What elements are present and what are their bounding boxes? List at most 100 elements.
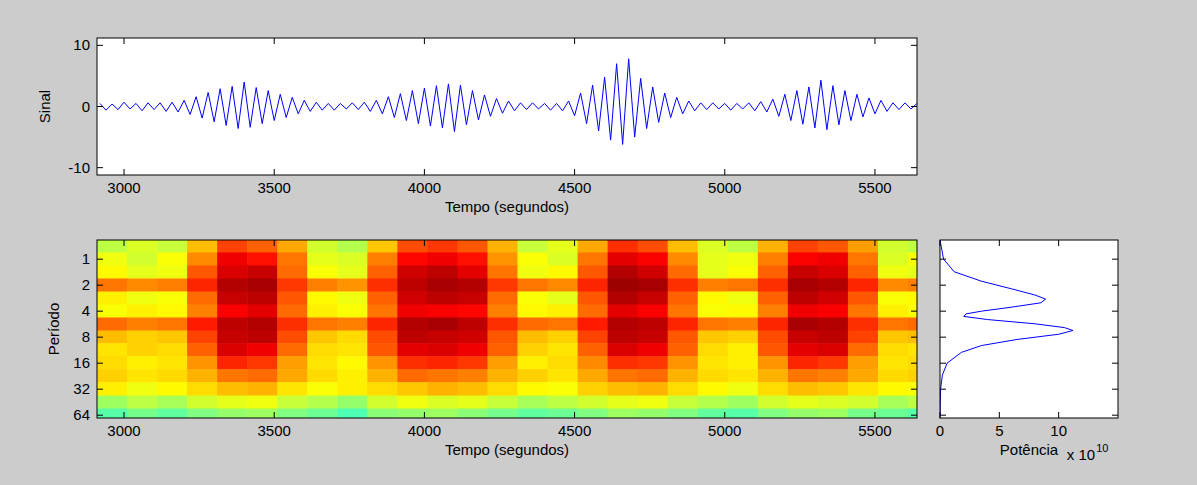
heat-cell	[818, 369, 849, 383]
heat-cell	[457, 252, 488, 266]
heat-cell	[668, 330, 699, 343]
heat-cell	[367, 278, 398, 292]
y-tick	[97, 311, 103, 312]
y-tick	[911, 285, 917, 286]
heat-cell	[908, 278, 917, 292]
heat-cell	[668, 240, 699, 253]
x-axis-title: Tempo (segundos)	[445, 198, 569, 215]
heat-cell	[518, 252, 549, 266]
heat-cell	[758, 356, 789, 370]
heat-cell	[878, 278, 909, 292]
x-tick	[724, 240, 725, 246]
heat-cell	[337, 304, 368, 318]
x-tick	[874, 169, 875, 175]
heat-cell	[548, 278, 579, 292]
y-tick	[97, 363, 103, 364]
heat-cell	[908, 343, 917, 357]
x-tick	[274, 169, 275, 175]
background	[0, 0, 1197, 485]
y-tick	[940, 415, 946, 416]
heat-cell	[157, 304, 188, 318]
heat-cell	[548, 409, 579, 418]
heat-cell	[397, 317, 428, 331]
heat-cell	[638, 409, 669, 418]
heat-cell	[217, 396, 248, 410]
y-tick	[97, 389, 103, 390]
heat-cell	[397, 330, 428, 343]
heat-cell	[157, 252, 188, 266]
heat-cell	[457, 304, 488, 318]
y-tick	[940, 285, 946, 286]
heat-cell	[578, 240, 609, 253]
heat-cell	[548, 382, 579, 396]
heat-cell	[848, 240, 879, 253]
heat-cell	[518, 317, 549, 331]
heat-cell	[908, 317, 917, 331]
heat-cell	[668, 382, 699, 396]
heat-cell	[247, 343, 278, 357]
heat-cell	[728, 291, 759, 305]
heat-cell	[608, 240, 639, 253]
heat-cell	[698, 382, 729, 396]
heat-cell	[97, 278, 128, 292]
heat-cell	[457, 356, 488, 370]
heat-cell	[457, 240, 488, 253]
heat-cell	[518, 291, 549, 305]
heat-cell	[878, 369, 909, 383]
heat-cell	[157, 330, 188, 343]
heat-cell	[457, 343, 488, 357]
heat-cell	[878, 265, 909, 279]
heat-cell	[427, 356, 458, 370]
heat-cell	[548, 252, 579, 266]
heat-cell	[487, 369, 518, 383]
heat-cell	[818, 252, 849, 266]
panel-2: 0510Potênciax 1010	[936, 240, 1118, 463]
heat-cell	[217, 304, 248, 318]
heat-cell	[427, 304, 458, 318]
heat-cell	[788, 291, 819, 305]
heat-cell	[608, 252, 639, 266]
heat-cell	[367, 317, 398, 331]
heat-cell	[187, 291, 218, 305]
heat-cell	[457, 265, 488, 279]
heat-cell	[608, 396, 639, 410]
y-tick	[1112, 311, 1118, 312]
heat-cell	[457, 409, 488, 418]
heat-cell	[307, 369, 338, 383]
y-tick-label: 8	[82, 328, 90, 345]
heat-cell	[548, 291, 579, 305]
x-tick-label: 3500	[258, 179, 291, 196]
heat-cell	[97, 369, 128, 383]
plot-area	[97, 240, 917, 418]
heat-cell	[97, 240, 128, 253]
heat-cell	[97, 356, 128, 370]
heat-cell	[397, 252, 428, 266]
panel-1: 3000350040004500500055001248163264Tempo …	[45, 239, 939, 458]
heat-cell	[337, 317, 368, 331]
heat-cell	[548, 240, 579, 253]
heat-cell	[487, 291, 518, 305]
x-tick	[874, 240, 875, 246]
heat-cell	[307, 317, 338, 331]
heat-cell	[638, 240, 669, 253]
y-tick	[97, 106, 103, 107]
heat-cell	[217, 291, 248, 305]
heat-cell	[367, 369, 398, 383]
x-tick	[424, 240, 425, 246]
heat-cell	[127, 409, 158, 418]
heat-cell	[217, 330, 248, 343]
heat-cell	[668, 369, 699, 383]
heat-cell	[908, 356, 917, 370]
heat-cell	[97, 265, 128, 279]
heat-cell	[878, 382, 909, 396]
heat-cell	[908, 240, 917, 253]
heat-cell	[908, 265, 917, 279]
heat-cell	[698, 265, 729, 279]
heat-cell	[758, 396, 789, 410]
heat-cell	[608, 409, 639, 418]
heat-cell	[698, 304, 729, 318]
heat-cell	[638, 396, 669, 410]
heat-cell	[157, 265, 188, 279]
heat-cell	[277, 409, 308, 418]
heat-cell	[97, 304, 128, 318]
